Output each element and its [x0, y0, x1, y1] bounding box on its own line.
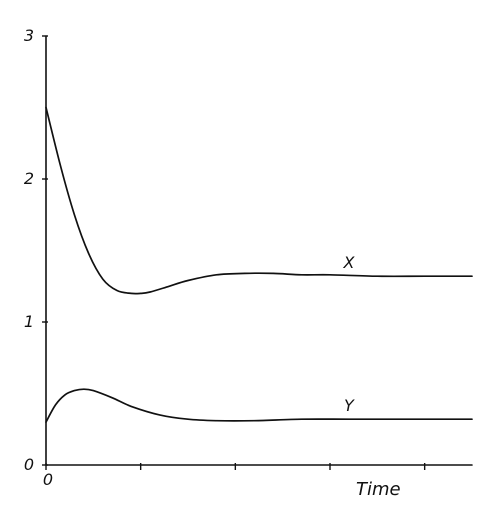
- axes: [45, 35, 473, 466]
- y-tick-label: 0: [24, 455, 34, 474]
- ticks: 0 1 2 3 0: [24, 26, 426, 489]
- y-tick-label: 3: [24, 26, 34, 45]
- series-line-x: [45, 106, 473, 295]
- x-tick-label: 0: [43, 470, 53, 489]
- y-tick-label: 2: [24, 169, 34, 188]
- series-line-y: [45, 388, 473, 423]
- series-layer: [45, 106, 473, 423]
- series-label-y: Y: [344, 396, 355, 415]
- y-tick-label: 1: [24, 312, 34, 331]
- x-axis-label: Time: [356, 479, 401, 500]
- labels: XY: [342, 253, 355, 415]
- series-label-x: X: [342, 253, 355, 272]
